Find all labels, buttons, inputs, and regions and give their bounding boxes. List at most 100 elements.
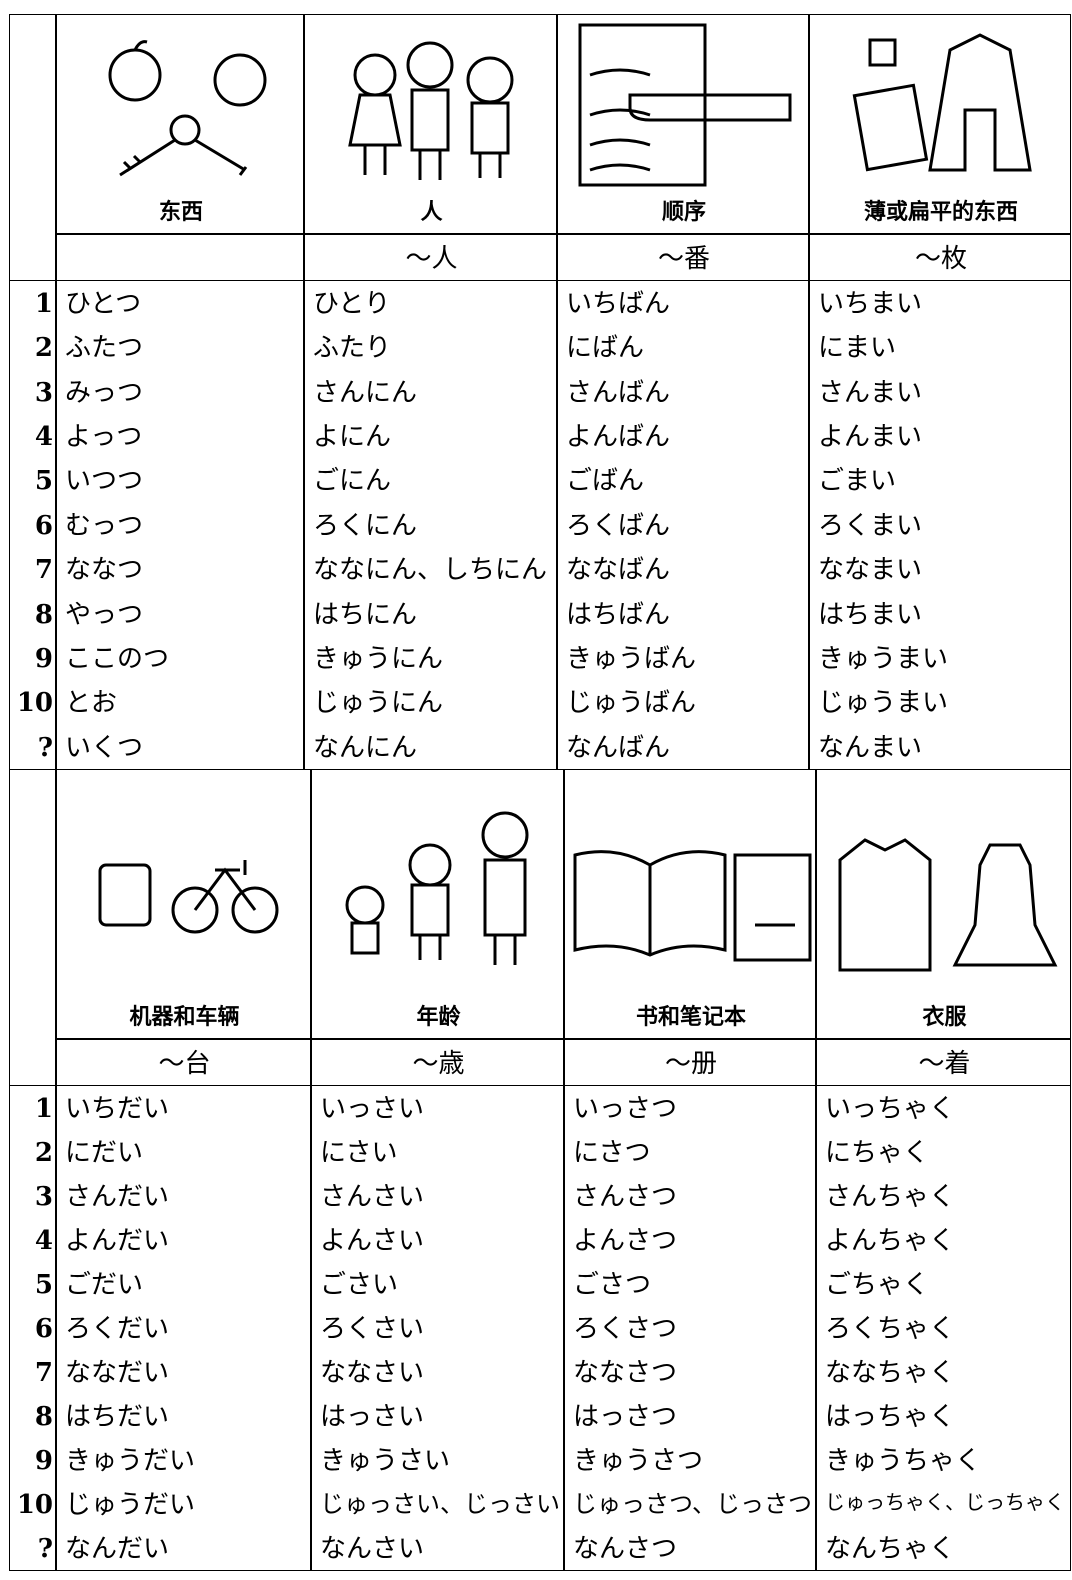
reading: ここのつ: [65, 643, 170, 674]
reading-cell: [809, 680, 1072, 725]
icon-machines: [98, 860, 279, 934]
number-cell: [9, 547, 57, 592]
row-number: 7: [34, 1358, 53, 1388]
reading-cell: [56, 414, 305, 459]
number-cell: [9, 636, 57, 681]
reading: さんばん: [566, 377, 671, 408]
reading: ひとつ: [65, 289, 142, 319]
reading: さんにん: [313, 377, 418, 408]
reading: いっさい: [320, 1094, 425, 1124]
reading-cell: [56, 458, 305, 504]
counter-cell: [304, 234, 558, 282]
reading-cell: [56, 591, 305, 637]
number-cell: [9, 591, 57, 637]
row-number: 10: [16, 688, 53, 719]
reading: きゅうちゃく: [825, 1446, 982, 1476]
reading: じゅっさい、じっさい: [320, 1490, 560, 1518]
number-cell: [9, 458, 57, 504]
row-number: 3: [34, 377, 53, 408]
reading: いちだい: [65, 1094, 170, 1124]
reading-cell: [564, 1174, 817, 1219]
reading-cell: [56, 1130, 312, 1175]
reading-cell: [311, 1086, 565, 1131]
row-number: 5: [34, 1270, 53, 1300]
number-cell: [9, 1130, 57, 1175]
reading: じゅうだい: [65, 1490, 196, 1520]
number-cell: [9, 1526, 57, 1571]
reading-cell: [56, 369, 305, 415]
reading: ろくだい: [65, 1314, 170, 1344]
number-cell: [9, 1306, 57, 1351]
reading-cell: [816, 1262, 1072, 1307]
reading-cell: [564, 1482, 817, 1527]
reading-cell: [311, 1262, 565, 1307]
reading: ひとり: [313, 289, 391, 319]
counter-label: ～着: [918, 1049, 971, 1079]
reading: さんだい: [65, 1182, 170, 1212]
row-number: 6: [34, 510, 53, 541]
number-cell: [9, 1438, 57, 1483]
reading-cell: [557, 458, 810, 504]
number-cell: [9, 281, 57, 326]
row-number: 4: [34, 422, 53, 453]
reading: さんさつ: [573, 1182, 678, 1212]
reading: ななさつ: [573, 1358, 678, 1388]
reading-cell: [304, 281, 558, 326]
reading-cell: [56, 547, 305, 592]
row-number: ?: [37, 1534, 53, 1564]
reading: きゅうさい: [320, 1446, 451, 1476]
reading: はっさい: [320, 1402, 425, 1432]
reading-cell: [304, 414, 558, 459]
reading: きゅうまい: [818, 643, 949, 674]
icon-flat: [852, 33, 1032, 172]
reading: いつつ: [65, 466, 144, 497]
reading: ろくさい: [320, 1314, 425, 1344]
icon-people: [348, 41, 514, 180]
reading-cell: [56, 281, 305, 326]
header-cell: [56, 769, 312, 1040]
reading-cell: [816, 1438, 1072, 1483]
row-number: 4: [34, 1226, 53, 1256]
reading: ごさつ: [573, 1270, 652, 1300]
column-label: 顺序: [661, 199, 706, 225]
reading-cell: [564, 1438, 817, 1483]
reading: ごちゃく: [825, 1270, 930, 1300]
counter-label: ～枚: [914, 244, 967, 274]
reading-cell: [56, 724, 305, 770]
reading: ななつ: [65, 555, 144, 586]
reading: ふたつ: [65, 333, 144, 364]
reading-cell: [816, 1482, 1072, 1527]
reading-cell: [564, 1526, 817, 1571]
reading: ななさい: [320, 1358, 425, 1388]
reading: ごまい: [818, 466, 897, 497]
reading-cell: [557, 547, 810, 592]
reading-cell: [564, 1130, 817, 1175]
row-number: 8: [34, 1402, 53, 1432]
reading: なんにん: [313, 732, 418, 763]
column-label: 书和笔记本: [635, 1004, 746, 1030]
reading-cell: [304, 503, 558, 548]
reading-cell: [809, 458, 1072, 504]
reading-cell: [56, 1350, 312, 1395]
reading: さんまい: [818, 377, 923, 408]
header-cell: [809, 14, 1072, 235]
row-number: 10: [16, 1490, 53, 1520]
reading-cell: [816, 1174, 1072, 1219]
reading: なんさつ: [573, 1534, 678, 1564]
reading: ななまい: [818, 555, 923, 586]
reading-cell: [816, 1218, 1072, 1263]
reading: いちばん: [566, 289, 671, 319]
header-cell: [564, 769, 817, 1040]
counter-label: ～册: [664, 1049, 717, 1079]
reading-cell: [56, 1218, 312, 1263]
number-cell: [9, 1086, 57, 1131]
icon-order: [578, 23, 792, 187]
reading-cell: [56, 636, 305, 681]
table-bottom: [9, 1570, 1072, 1572]
reading-cell: [809, 369, 1072, 415]
reading-cell: [809, 281, 1072, 326]
reading-cell: [311, 1130, 565, 1175]
number-cell: [9, 1174, 57, 1219]
reading-cell: [56, 1174, 312, 1219]
reading: にばん: [566, 333, 645, 364]
